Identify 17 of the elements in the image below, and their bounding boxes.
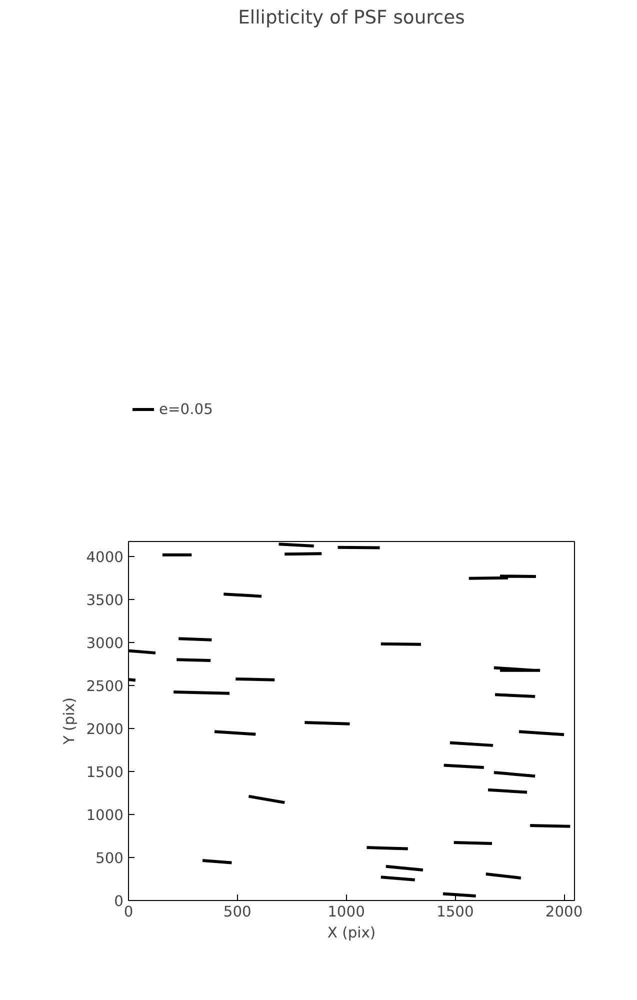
y-tick-label: 2500	[86, 678, 124, 695]
x-tick-label: 1000	[328, 904, 365, 920]
y-tick-label: 4000	[86, 548, 124, 566]
y-axis-title: Y (pix)	[61, 697, 78, 746]
chart-title: Ellipticity of PSF sources	[238, 8, 465, 28]
y-tick-label: 3000	[86, 634, 124, 652]
x-tick-label: 500	[223, 904, 252, 920]
x-tick-label: 2000	[545, 904, 583, 920]
y-tick-label: 2000	[86, 720, 124, 738]
y-tick-label: 1000	[86, 806, 124, 824]
y-tick-label: 500	[96, 850, 124, 867]
y-tick-label: 3500	[86, 592, 124, 609]
x-tick-label: 1500	[436, 904, 474, 920]
legend-label: e=0.05	[159, 400, 213, 418]
y-tick-label: 1500	[86, 764, 124, 781]
x-axis-title: X (pix)	[327, 924, 376, 942]
y-tick-label: 0	[114, 893, 124, 910]
